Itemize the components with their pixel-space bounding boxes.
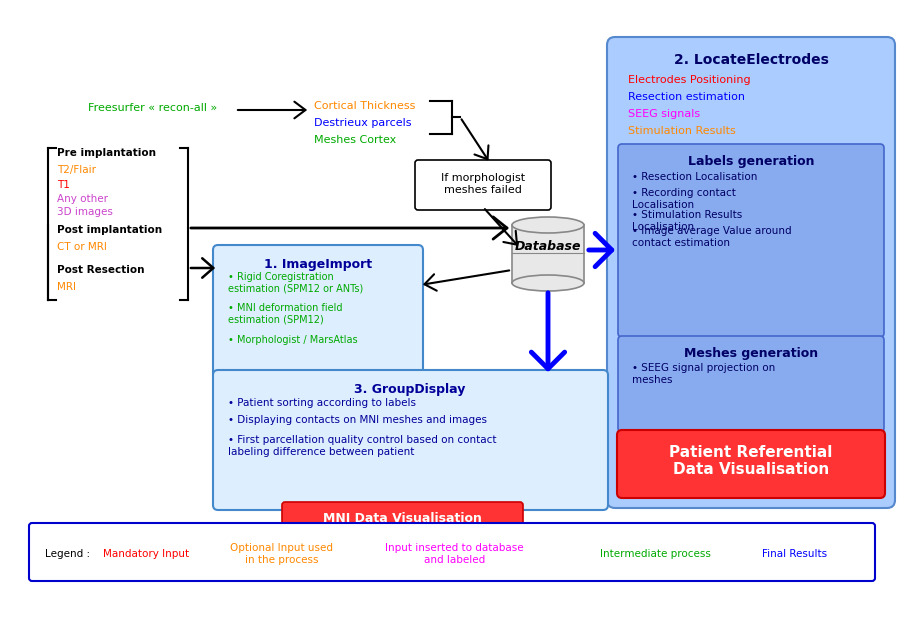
Text: Post implantation: Post implantation: [57, 225, 162, 235]
Text: SEEG signals: SEEG signals: [628, 109, 700, 119]
Text: Optional Input used
in the process: Optional Input used in the process: [230, 543, 333, 565]
Ellipse shape: [512, 275, 584, 291]
Text: If morphologist
meshes failed: If morphologist meshes failed: [441, 173, 525, 194]
FancyBboxPatch shape: [282, 502, 523, 534]
Ellipse shape: [512, 217, 584, 233]
Text: • Rigid Coregistration
estimation (SPM12 or ANTs): • Rigid Coregistration estimation (SPM12…: [228, 272, 364, 294]
Text: MNI Data Visualisation: MNI Data Visualisation: [322, 512, 482, 525]
Text: Cortical Thickness: Cortical Thickness: [314, 101, 416, 111]
Text: Labels generation: Labels generation: [688, 155, 814, 168]
FancyBboxPatch shape: [618, 336, 884, 432]
Text: Resection estimation: Resection estimation: [628, 92, 745, 102]
Text: • Morphologist / MarsAtlas: • Morphologist / MarsAtlas: [228, 335, 357, 345]
Text: • MNI deformation field
estimation (SPM12): • MNI deformation field estimation (SPM1…: [228, 303, 343, 325]
Text: 3D images: 3D images: [57, 207, 112, 217]
Text: Meshes Cortex: Meshes Cortex: [314, 135, 396, 145]
Bar: [512, 225, 584, 283]
FancyBboxPatch shape: [617, 430, 885, 498]
FancyBboxPatch shape: [607, 37, 895, 508]
Text: Intermediate process: Intermediate process: [600, 549, 711, 559]
Text: Final Results: Final Results: [762, 549, 827, 559]
Text: • Image average Value around
contact estimation: • Image average Value around contact est…: [632, 226, 792, 248]
Text: T1: T1: [57, 180, 70, 190]
FancyBboxPatch shape: [29, 523, 875, 581]
Text: • Stimulation Results
Localisation: • Stimulation Results Localisation: [632, 210, 742, 232]
Text: 3. GroupDisplay: 3. GroupDisplay: [355, 383, 465, 396]
Text: • SEEG signal projection on
meshes: • SEEG signal projection on meshes: [632, 363, 775, 384]
Text: • Resection Localisation: • Resection Localisation: [632, 172, 758, 182]
FancyBboxPatch shape: [213, 370, 608, 510]
Text: Freesurfer « recon-all »: Freesurfer « recon-all »: [88, 103, 217, 113]
Text: Post Resection: Post Resection: [57, 265, 145, 275]
FancyBboxPatch shape: [415, 160, 551, 210]
Text: Patient Referential
Data Visualisation: Patient Referential Data Visualisation: [670, 445, 832, 478]
Text: • Recording contact
Localisation: • Recording contact Localisation: [632, 188, 736, 210]
Text: MRI: MRI: [57, 282, 76, 292]
Text: Input inserted to database
and labeled: Input inserted to database and labeled: [385, 543, 524, 565]
Text: • First parcellation quality control based on contact
labeling difference betwee: • First parcellation quality control bas…: [228, 435, 497, 456]
Text: 2. LocateElectrodes: 2. LocateElectrodes: [673, 53, 828, 67]
Text: Stimulation Results: Stimulation Results: [628, 126, 736, 136]
Text: • Displaying contacts on MNI meshes and images: • Displaying contacts on MNI meshes and …: [228, 415, 487, 425]
Text: Destrieux parcels: Destrieux parcels: [314, 118, 411, 128]
Text: Mandatory Input: Mandatory Input: [103, 549, 189, 559]
FancyBboxPatch shape: [213, 245, 423, 380]
Text: Database: Database: [515, 240, 581, 253]
Text: T2/Flair: T2/Flair: [57, 165, 96, 175]
Text: Legend :: Legend :: [45, 549, 94, 559]
Text: Pre implantation: Pre implantation: [57, 148, 156, 158]
Text: Any other: Any other: [57, 194, 108, 204]
Text: 1. ImageImport: 1. ImageImport: [264, 258, 372, 271]
Text: • Patient sorting according to labels: • Patient sorting according to labels: [228, 398, 416, 408]
Text: Electrodes Positioning: Electrodes Positioning: [628, 75, 751, 85]
Text: Meshes generation: Meshes generation: [684, 347, 818, 360]
FancyBboxPatch shape: [618, 144, 884, 337]
Text: CT or MRI: CT or MRI: [57, 242, 107, 252]
